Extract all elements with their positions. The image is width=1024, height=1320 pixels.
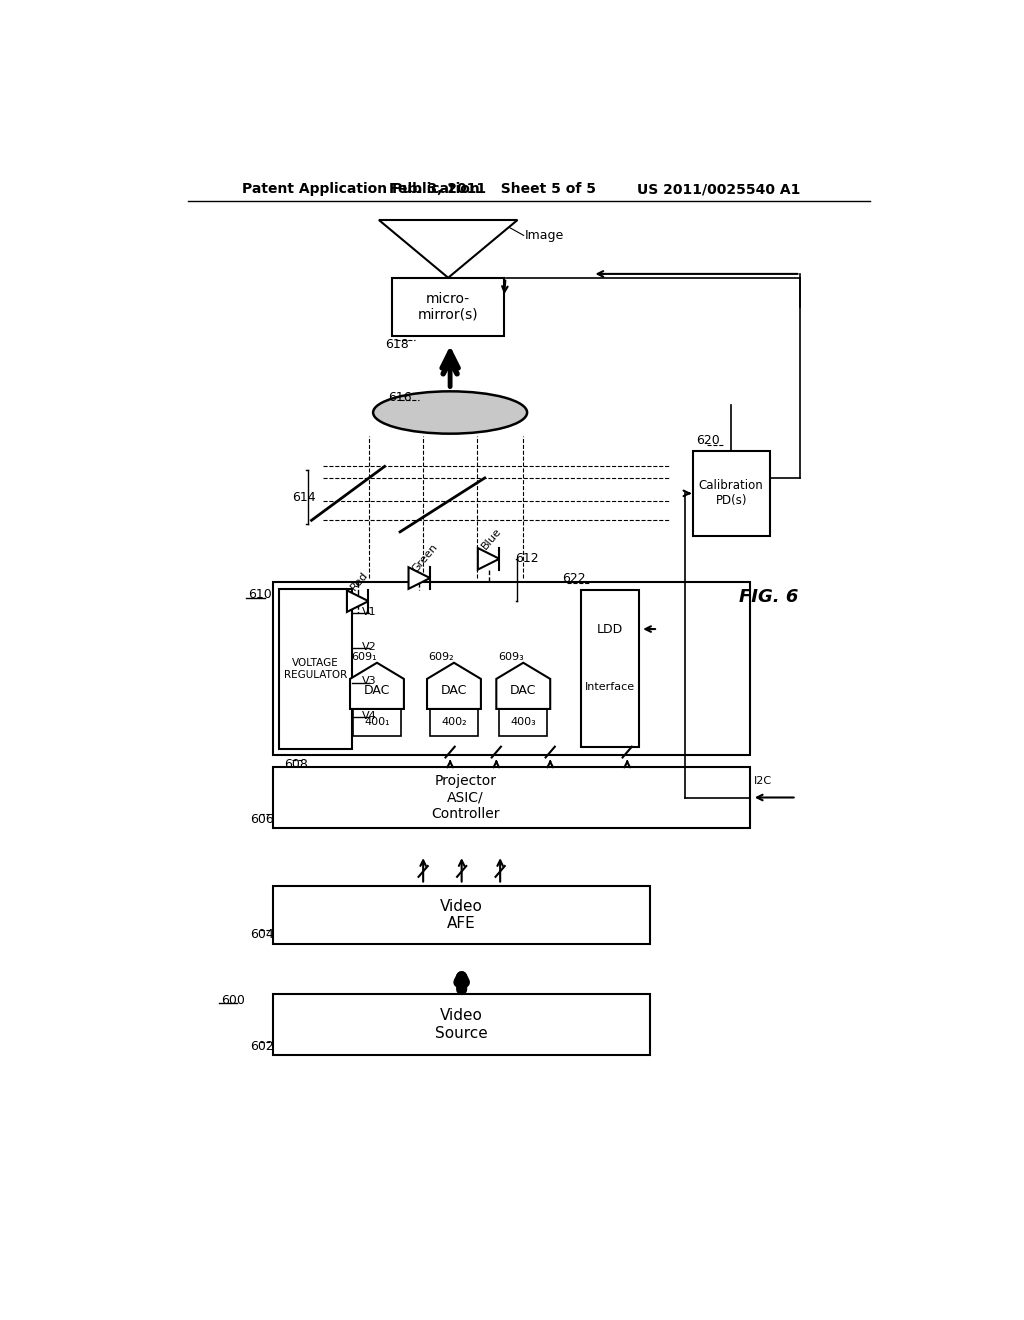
Text: 612: 612 [515, 552, 540, 565]
Text: DAC: DAC [510, 684, 537, 697]
Text: 608: 608 [285, 758, 308, 771]
Text: 400₃: 400₃ [510, 718, 537, 727]
Text: V4: V4 [361, 711, 376, 721]
Bar [273, 767, 751, 829]
Text: 622: 622 [562, 573, 586, 585]
Bar [581, 590, 639, 747]
Text: Feb. 3, 2011   Sheet 5 of 5: Feb. 3, 2011 Sheet 5 of 5 [389, 182, 596, 197]
Text: 609₂: 609₂ [429, 652, 455, 661]
Text: 606: 606 [250, 813, 273, 825]
Text: LDD: LDD [597, 623, 623, 635]
Ellipse shape [373, 391, 527, 434]
Text: 602: 602 [250, 1040, 273, 1053]
Text: 609₁: 609₁ [351, 652, 377, 661]
Bar [430, 709, 478, 737]
Text: 609₃: 609₃ [498, 652, 523, 661]
Text: 400₁: 400₁ [365, 718, 390, 727]
Text: DAC: DAC [440, 684, 467, 697]
Text: Red: Red [348, 570, 370, 593]
Bar [353, 709, 400, 737]
Polygon shape [478, 548, 500, 570]
Bar [280, 589, 352, 748]
Polygon shape [347, 590, 369, 612]
Text: 620: 620 [696, 434, 720, 446]
Text: Blue: Blue [479, 527, 503, 552]
Text: 610: 610 [249, 589, 272, 602]
Bar [273, 582, 751, 755]
Text: micro-
mirror(s): micro- mirror(s) [418, 292, 478, 322]
Polygon shape [379, 220, 517, 277]
Polygon shape [427, 663, 481, 709]
Text: Video
AFE: Video AFE [440, 899, 483, 931]
Bar [273, 886, 650, 944]
Text: 618: 618 [385, 338, 409, 351]
Bar [692, 451, 770, 536]
Polygon shape [350, 663, 403, 709]
Text: V3: V3 [361, 676, 376, 686]
Text: VOLTAGE
REGULATOR: VOLTAGE REGULATOR [284, 659, 347, 680]
Text: 600: 600 [221, 994, 246, 1007]
Text: Green: Green [410, 541, 439, 574]
Text: I2C: I2C [755, 776, 772, 785]
Text: DAC: DAC [364, 684, 390, 697]
Text: Video
Source: Video Source [435, 1008, 488, 1041]
Text: V2: V2 [361, 642, 376, 652]
Text: 614: 614 [292, 491, 315, 504]
Bar [273, 994, 650, 1056]
Text: Image: Image [525, 228, 564, 242]
Text: 400₂: 400₂ [441, 718, 467, 727]
Text: Interface: Interface [585, 682, 635, 693]
Text: Projector
ASIC/
Controller: Projector ASIC/ Controller [431, 775, 500, 821]
Text: Calibration
PD(s): Calibration PD(s) [698, 479, 764, 507]
Text: Patent Application Publication: Patent Application Publication [243, 182, 480, 197]
Text: V1: V1 [361, 607, 376, 616]
Polygon shape [497, 663, 550, 709]
Text: FIG. 6: FIG. 6 [739, 589, 799, 606]
Polygon shape [409, 568, 430, 589]
Text: US 2011/0025540 A1: US 2011/0025540 A1 [637, 182, 801, 197]
Text: 616: 616 [388, 391, 412, 404]
Text: 604: 604 [250, 928, 273, 941]
Bar [392, 277, 504, 335]
Bar [500, 709, 547, 737]
